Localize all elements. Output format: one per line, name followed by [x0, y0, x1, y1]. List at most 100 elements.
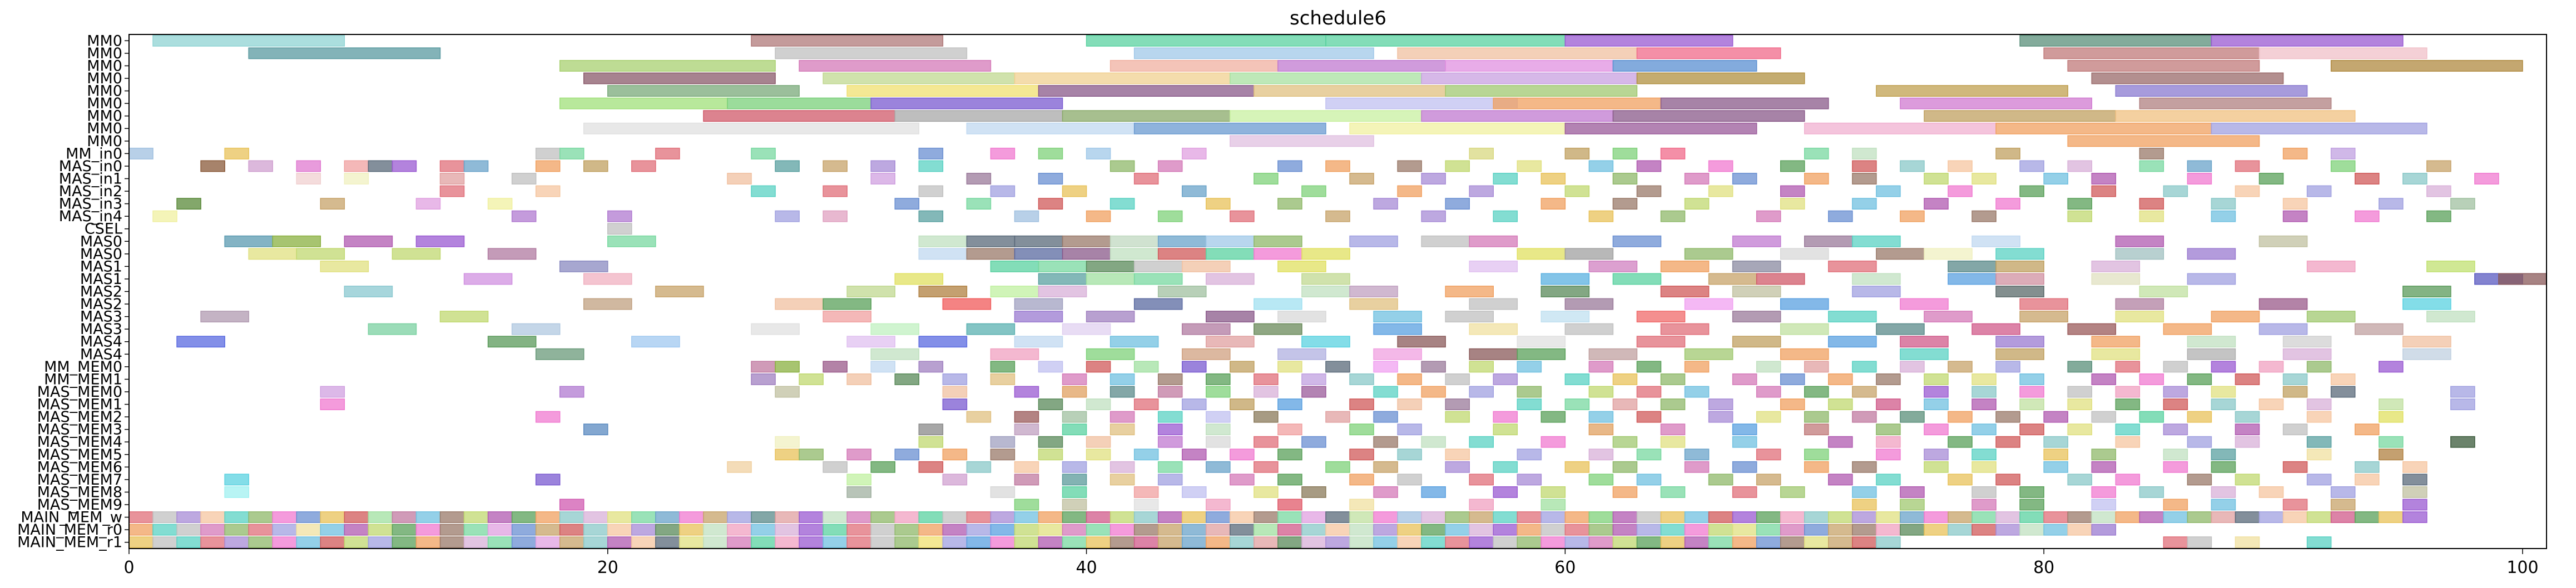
- task-bar: [2306, 398, 2332, 410]
- task-bar: [2426, 311, 2475, 323]
- task-bar: [1852, 160, 1877, 172]
- task-bar: [1086, 147, 1111, 160]
- task-bar: [415, 524, 441, 536]
- task-bar: [1014, 511, 1039, 524]
- task-bar: [320, 536, 345, 549]
- task-bar: [1301, 386, 1326, 398]
- task-bar: [918, 536, 944, 549]
- task-bar: [1062, 499, 1087, 511]
- task-bar: [2067, 198, 2092, 210]
- task-bar: [1732, 286, 1781, 297]
- task-bar: [1852, 511, 1877, 524]
- task-bar: [1373, 524, 1398, 536]
- task-bar: [2282, 336, 2332, 348]
- task-bar: [1014, 248, 1063, 260]
- task-bar: [1900, 361, 1925, 373]
- task-bar: [1133, 486, 1159, 498]
- task-bar: [2067, 524, 2092, 536]
- task-bar: [1995, 511, 2020, 524]
- task-bar: [1564, 122, 1757, 134]
- task-bar: [2211, 486, 2236, 498]
- task-bar: [128, 147, 153, 160]
- task-bar: [846, 336, 896, 348]
- task-bar: [1277, 499, 1302, 511]
- task-bar: [1157, 160, 1183, 172]
- task-bar: [1540, 511, 1566, 524]
- task-bar: [1086, 361, 1111, 373]
- task-bar: [1254, 373, 1279, 385]
- task-bar: [1062, 386, 1087, 398]
- task-bar: [1780, 486, 1805, 498]
- task-bar: [1157, 511, 1183, 524]
- task-bar: [1852, 411, 1877, 423]
- task-bar: [1612, 59, 1757, 72]
- task-bar: [2306, 449, 2332, 461]
- y-tick-label: MAIN_MEM_w: [21, 509, 122, 526]
- task-bar: [1804, 449, 1829, 461]
- task-bar: [1469, 386, 1494, 398]
- task-bar: [1086, 273, 1135, 285]
- task-bar: [1349, 173, 1374, 185]
- task-bar: [1133, 273, 1183, 285]
- task-bar: [1636, 386, 1662, 398]
- task-bar: [2378, 511, 2404, 524]
- task-bar: [2282, 348, 2332, 360]
- task-bar: [1540, 536, 1566, 549]
- task-bar: [990, 361, 1015, 373]
- task-bar: [1924, 511, 1949, 524]
- task-bar: [1469, 499, 1494, 511]
- task-bar: [2115, 474, 2141, 486]
- task-bar: [2163, 185, 2188, 197]
- task-bar: [1301, 336, 1350, 348]
- task-bar: [1469, 323, 1518, 335]
- task-bar: [2378, 398, 2404, 410]
- task-bar: [1325, 97, 1518, 109]
- task-bar: [1038, 286, 1087, 297]
- task-bar: [248, 47, 441, 59]
- task-bar: [272, 235, 321, 247]
- task-bar: [1062, 185, 1087, 197]
- task-bar: [990, 348, 1039, 360]
- task-bar: [1971, 486, 1997, 498]
- task-bar: [2235, 474, 2260, 486]
- task-bar: [1014, 235, 1063, 247]
- task-bar: [1325, 524, 1350, 536]
- task-bar: [1780, 398, 1805, 410]
- task-bar: [1109, 59, 1279, 72]
- task-bar: [1684, 198, 1710, 210]
- task-bar: [1133, 260, 1183, 272]
- task-bar: [1756, 524, 1781, 536]
- task-bar: [1133, 449, 1159, 461]
- task-bar: [1445, 511, 1470, 524]
- task-bar: [846, 486, 871, 498]
- task-bar: [942, 386, 968, 398]
- task-bar: [1971, 386, 1997, 398]
- task-bar: [823, 524, 848, 536]
- task-bar: [1230, 110, 1422, 122]
- task-bar: [559, 536, 584, 549]
- task-bar: [2330, 373, 2356, 385]
- task-bar: [1277, 398, 1302, 410]
- task-bar: [1517, 449, 1542, 461]
- task-bar: [1588, 474, 1614, 486]
- task-bar: [1133, 298, 1183, 310]
- task-bar: [1732, 373, 1757, 385]
- task-bar: [2019, 486, 2044, 498]
- task-bar: [799, 373, 824, 385]
- task-bar: [2211, 449, 2236, 461]
- task-bar: [511, 524, 537, 536]
- task-bar: [1014, 298, 1063, 310]
- task-bar: [1588, 260, 1638, 272]
- task-bar: [1109, 373, 1135, 385]
- task-bar: [1995, 336, 2044, 348]
- task-bar: [1038, 260, 1087, 272]
- task-bar: [1564, 461, 1590, 473]
- task-bar: [128, 536, 153, 549]
- task-bar: [2067, 511, 2092, 524]
- task-bar: [1254, 536, 1279, 549]
- task-bar: [1014, 210, 1039, 222]
- task-bar: [607, 235, 656, 247]
- task-bar: [1277, 311, 1326, 323]
- task-bar: [2115, 235, 2164, 247]
- task-bar: [1756, 474, 1781, 486]
